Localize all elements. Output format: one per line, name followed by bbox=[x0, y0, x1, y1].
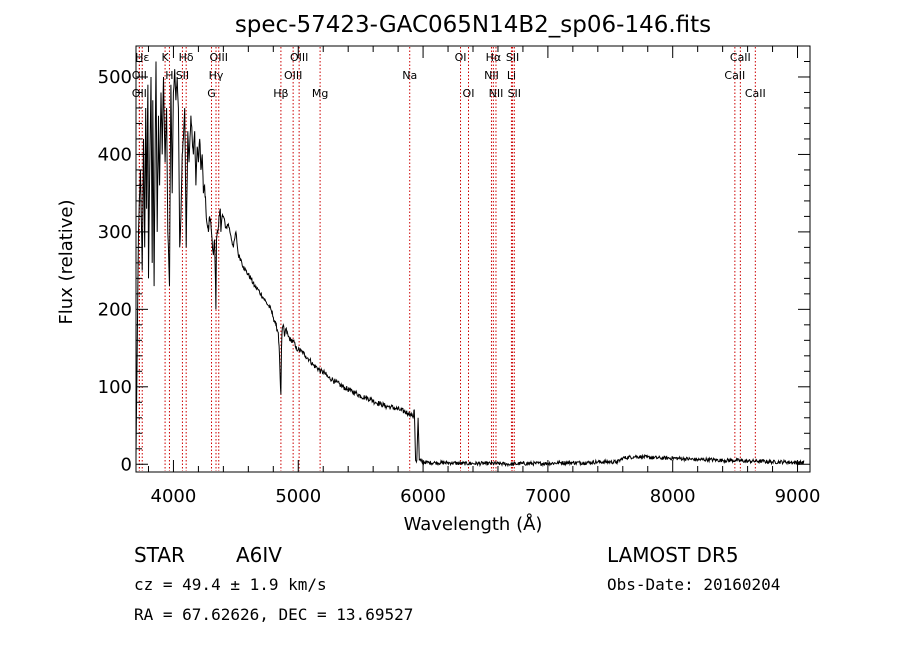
spectral-line-label: OII bbox=[132, 87, 147, 100]
y-tick-label: 0 bbox=[121, 454, 132, 475]
spectral-line-label: OII bbox=[132, 69, 147, 82]
spectral-line-label: Li bbox=[507, 69, 516, 82]
x-tick-label: 6000 bbox=[400, 486, 446, 507]
survey-name: LAMOST DR5 bbox=[607, 543, 739, 567]
y-tick-label: 400 bbox=[98, 144, 132, 165]
redshift-text: cz = 49.4 ± 1.9 km/s bbox=[134, 575, 327, 594]
spectrum-line bbox=[135, 61, 805, 468]
spectral-line-label: Hγ bbox=[209, 69, 224, 82]
spectral-line-label: Hα bbox=[486, 51, 502, 64]
coordinates-text: RA = 67.62626, DEC = 13.69527 bbox=[134, 605, 413, 624]
spectral-line-label: NII bbox=[484, 69, 499, 82]
spectral-line-label: SII bbox=[508, 87, 521, 100]
spectral-line-label: G bbox=[207, 87, 216, 100]
object-class: STAR bbox=[134, 543, 185, 567]
spectral-line-label: NII bbox=[489, 87, 504, 100]
x-tick-label: 9000 bbox=[775, 486, 821, 507]
spectral-line-label: OI bbox=[463, 87, 475, 100]
x-axis-ticks: 4000 5000 6000 7000 8000 9000 bbox=[147, 46, 821, 507]
y-tick-label: 200 bbox=[98, 299, 132, 320]
spectral-line-markers bbox=[138, 47, 756, 471]
x-tick-label: 4000 bbox=[151, 486, 197, 507]
spectral-line-label: OIII bbox=[290, 51, 308, 64]
plot-frame bbox=[135, 45, 811, 473]
object-subclass: A6IV bbox=[236, 543, 282, 567]
x-tick-label: 8000 bbox=[650, 486, 696, 507]
chart-title: spec-57423-GAC065N14B2_sp06-146.fits bbox=[235, 12, 711, 38]
spectral-line-label: SII bbox=[506, 51, 519, 64]
spectral-line-label: Hβ bbox=[273, 87, 288, 100]
spectral-line-labels: Hε OII OII KH Hδ SII OIII Hγ G Hβ OIII OIII Mg Na OI OI… bbox=[132, 51, 766, 100]
spectral-line-label: Mg bbox=[312, 87, 328, 100]
spectral-line-label: Hδ bbox=[179, 51, 194, 64]
spectral-line-label: CaII bbox=[724, 69, 745, 82]
x-tick-label: 5000 bbox=[275, 486, 321, 507]
obs-date-text: Obs-Date: 20160204 bbox=[607, 575, 780, 594]
spectral-line-label: OIII bbox=[284, 69, 302, 82]
spectral-line-label: CaII bbox=[745, 87, 766, 100]
x-tick-label: 7000 bbox=[525, 486, 571, 507]
x-axis-label: Wavelength (Å) bbox=[404, 513, 543, 535]
y-axis-label: Flux (relative) bbox=[56, 199, 77, 324]
y-tick-label: 500 bbox=[98, 67, 132, 88]
y-tick-label: 300 bbox=[98, 222, 132, 243]
y-axis-ticks: 0 100 200 300 400 500 bbox=[98, 60, 810, 475]
spectral-line-label: Na bbox=[402, 69, 417, 82]
y-tick-label: 100 bbox=[98, 377, 132, 398]
spectral-line-label: OI bbox=[455, 51, 467, 64]
spectral-line-label: OIII bbox=[210, 51, 228, 64]
spectral-line-label: H bbox=[165, 69, 173, 82]
spectral-line-label: CaII bbox=[730, 51, 751, 64]
spectral-line-label: K bbox=[161, 51, 169, 64]
spectral-line-label: Hε bbox=[135, 51, 149, 64]
spectral-line-label: SII bbox=[176, 69, 189, 82]
